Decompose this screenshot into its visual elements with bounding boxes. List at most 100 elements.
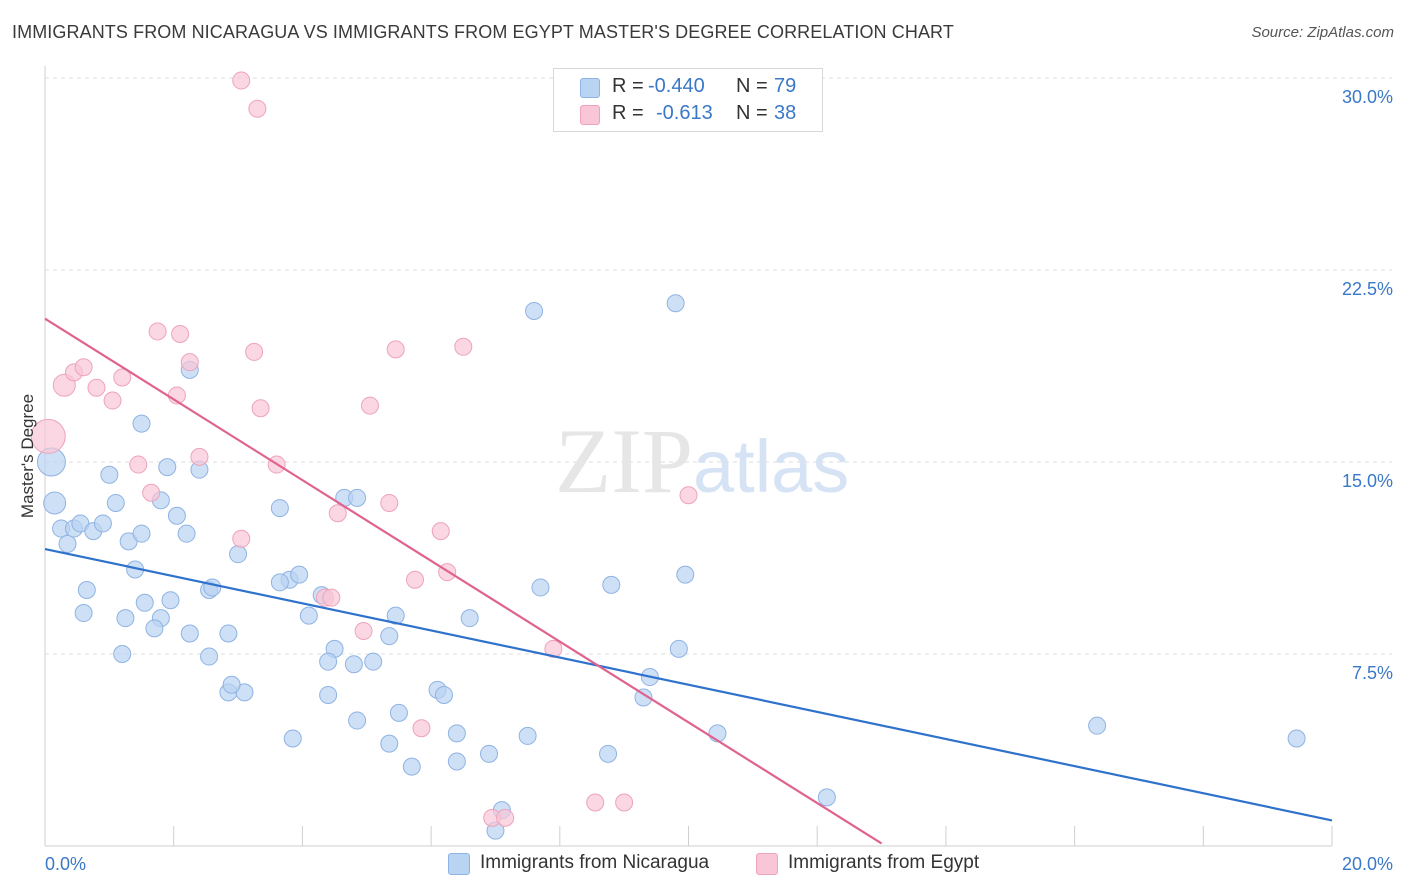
nicaragua-point xyxy=(219,624,238,643)
watermark: ZIPatlas xyxy=(555,410,849,512)
egypt-trend-line xyxy=(44,317,883,845)
nicaragua-point xyxy=(531,578,550,597)
nicaragua-point xyxy=(43,491,67,515)
correlation-legend: R = -0.440 N = 79 R = -0.613 N = 38 xyxy=(553,68,823,132)
nicaragua-point xyxy=(116,609,135,628)
nicaragua-point xyxy=(229,545,248,564)
y-tick-label: 30.0% xyxy=(1342,87,1393,107)
nicaragua-point xyxy=(380,734,399,753)
legend-n-value: 38 xyxy=(774,102,797,124)
nicaragua-point xyxy=(58,534,77,553)
nicaragua-point xyxy=(348,488,367,507)
legend-r-value: -0.613 xyxy=(656,102,713,124)
tick-labels: 7.5% 15.0% 22.5% 30.0% 0.0% 20.0% xyxy=(45,87,1393,874)
egypt-point xyxy=(615,793,634,812)
egypt-point xyxy=(386,340,405,359)
nicaragua-point xyxy=(113,645,132,663)
nicaragua-point xyxy=(161,591,180,610)
nicaragua-point xyxy=(602,575,621,594)
egypt-point xyxy=(248,99,267,118)
egypt-point xyxy=(171,325,190,343)
egypt-point xyxy=(354,621,373,640)
nicaragua-point xyxy=(480,744,499,763)
nicaragua-point xyxy=(599,744,618,763)
nicaragua-point xyxy=(319,652,338,671)
nicaragua-point xyxy=(525,301,544,320)
nicaragua-point xyxy=(380,627,399,646)
egypt-point xyxy=(148,322,167,341)
legend-n-label: N = xyxy=(736,75,768,97)
nicaragua-point xyxy=(158,458,177,477)
egypt-point xyxy=(679,486,698,505)
nicaragua-point xyxy=(200,647,219,666)
nicaragua-point xyxy=(283,729,302,748)
nicaragua-point xyxy=(180,624,199,643)
nicaragua-point xyxy=(1088,716,1107,735)
nicaragua-point xyxy=(77,581,96,599)
nicaragua-point xyxy=(666,294,685,313)
egypt-point xyxy=(454,337,473,356)
bottom-legend-label-egypt: Immigrants from Egypt xyxy=(788,852,980,873)
nicaragua-point xyxy=(634,688,653,707)
egypt-point xyxy=(586,793,605,812)
nicaragua-point xyxy=(389,703,408,722)
egypt-point xyxy=(129,455,148,474)
egypt-point xyxy=(74,358,93,377)
egypt-point xyxy=(322,588,341,607)
nicaragua-point xyxy=(203,578,222,597)
egypt-point xyxy=(113,368,132,387)
nicaragua-point xyxy=(93,514,112,533)
x-tick-label: 20.0% xyxy=(1342,854,1393,874)
nicaragua-point xyxy=(319,685,338,704)
grid-lines xyxy=(45,77,1392,655)
nicaragua-point xyxy=(518,726,537,745)
egypt-point xyxy=(496,808,515,827)
nicaragua-trend-line xyxy=(44,547,1333,822)
egypt-point xyxy=(232,529,251,548)
bottom-legend-label-nicaragua: Immigrants from Nicaragua xyxy=(480,852,710,873)
nicaragua-point xyxy=(817,788,836,807)
nicaragua-point xyxy=(1287,729,1306,748)
y-axis-title: Master's Degree xyxy=(18,393,37,519)
egypt-point xyxy=(328,504,347,523)
nicaragua-point xyxy=(290,565,309,584)
egypt-point xyxy=(544,639,563,658)
y-tick-label: 15.0% xyxy=(1342,471,1393,491)
legend-n-value: 79 xyxy=(774,75,797,97)
nicaragua-point xyxy=(447,752,466,771)
legend-r-value: -0.440 xyxy=(648,75,705,97)
egypt-point xyxy=(190,447,209,466)
nicaragua-point xyxy=(434,685,453,704)
egypt-point xyxy=(360,396,379,415)
nicaragua-point xyxy=(74,604,93,623)
egypt-point xyxy=(180,353,199,372)
nicaragua-point xyxy=(222,675,241,694)
nicaragua-point xyxy=(364,652,383,671)
nicaragua-point xyxy=(132,414,151,433)
nicaragua-point xyxy=(402,757,421,776)
nicaragua-point xyxy=(270,499,289,518)
y-tick-label: 7.5% xyxy=(1352,663,1393,683)
bottom-legend-swatch-nicaragua xyxy=(448,853,470,875)
trend-lines xyxy=(44,317,1333,845)
nicaragua-point xyxy=(348,711,367,730)
y-tick-label: 22.5% xyxy=(1342,279,1393,299)
egypt-point xyxy=(232,71,251,90)
nicaragua-point xyxy=(676,565,695,584)
chart-title: IMMIGRANTS FROM NICARAGUA VS IMMIGRANTS … xyxy=(12,22,954,42)
nicaragua-point xyxy=(344,655,363,674)
egypt-point xyxy=(30,418,66,454)
egypt-point xyxy=(142,483,161,502)
nicaragua-point xyxy=(167,506,186,525)
legend-swatch-egypt xyxy=(580,105,600,125)
egypt-point xyxy=(380,493,399,512)
egypt-point xyxy=(412,719,431,738)
nicaragua-point xyxy=(177,524,196,543)
nicaragua-point xyxy=(270,573,289,592)
nicaragua-point xyxy=(135,593,154,612)
egypt-point xyxy=(431,522,450,541)
egypt-point xyxy=(245,342,264,361)
egypt-point xyxy=(251,399,270,418)
nicaragua-point xyxy=(132,524,151,543)
